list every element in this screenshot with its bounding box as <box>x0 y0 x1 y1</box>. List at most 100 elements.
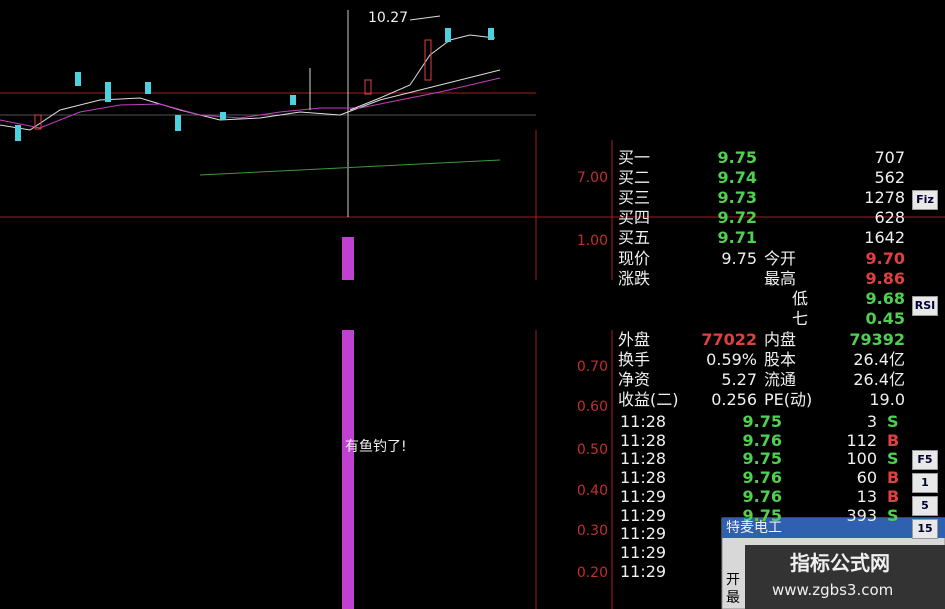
stat-label: 今开 <box>764 249 797 268</box>
stat-value: 9.86 <box>865 269 905 288</box>
bid-label: 买三 <box>618 188 651 207</box>
axis-label: 1.00 <box>576 233 608 249</box>
stat-value: 9.68 <box>865 289 905 308</box>
toolbar-button[interactable]: 1 <box>912 473 938 493</box>
stat-label: 股本 <box>764 350 797 369</box>
stat-value: 19.0 <box>869 390 905 409</box>
trade-volume: 112 <box>846 430 877 450</box>
axis-label: 0.40 <box>576 483 608 499</box>
trade-volume: 3 <box>866 412 877 431</box>
stat-value: 77022 <box>701 330 757 349</box>
trade-time: 11:28 <box>620 430 667 450</box>
toolbar-button[interactable]: F5 <box>912 450 938 470</box>
trade-volume: 393 <box>846 505 877 525</box>
stat-value: 0.45 <box>865 309 905 328</box>
ma-line <box>0 77 501 129</box>
trade-side: S <box>887 412 899 431</box>
bid-price: 9.75 <box>717 148 757 167</box>
trade-time: 11:28 <box>620 449 667 469</box>
trade-side: B <box>887 430 900 450</box>
trade-time: 11:28 <box>620 468 667 488</box>
stat-value: 0.59% <box>706 350 757 369</box>
stat-value: 79392 <box>849 330 905 349</box>
trade-time: 11:29 <box>620 561 667 581</box>
watermark-bg <box>745 545 945 609</box>
axis-label: 0.70 <box>576 359 608 375</box>
stat-value: 26.4亿 <box>853 370 905 389</box>
axis-label: 0.50 <box>576 442 608 458</box>
stat-value: 5.27 <box>721 370 757 389</box>
axis-label: 0.30 <box>576 523 608 539</box>
stat-value: 0.256 <box>711 390 757 409</box>
watermark-url: www.zgbs3.com <box>772 581 894 599</box>
ma-line <box>349 34 496 111</box>
stat-label: 收益(二) <box>618 390 679 409</box>
bid-volume: 1278 <box>864 188 905 207</box>
trade-volume: 60 <box>856 468 877 488</box>
stat-label: 流通 <box>764 370 797 389</box>
bid-price: 9.73 <box>717 188 757 207</box>
stat-label: 内盘 <box>764 330 797 349</box>
bid-volume: 628 <box>874 208 905 227</box>
stat-value: 9.75 <box>721 249 757 268</box>
bid-volume: 707 <box>874 148 905 167</box>
toolbar-button[interactable]: RSI <box>912 296 938 316</box>
popup-line: 最 <box>726 590 740 606</box>
trade-volume: 100 <box>846 449 877 469</box>
trade-price: 9.76 <box>742 468 782 488</box>
stat-value: 9.70 <box>865 249 905 268</box>
watermark-title: 指标公式网 <box>790 551 890 575</box>
stat-label: 最高 <box>764 269 797 288</box>
trade-price: 9.75 <box>742 412 782 431</box>
stat-label: 涨跌 <box>618 269 651 288</box>
stat-label: 低 <box>792 289 809 308</box>
bid-label: 买二 <box>618 168 651 187</box>
bid-price: 9.72 <box>717 208 757 227</box>
popup-title: 特麦电工 <box>726 520 782 536</box>
stat-value: 26.4亿 <box>853 350 905 369</box>
bid-price: 9.71 <box>717 228 757 247</box>
stat-label: 换手 <box>618 350 651 369</box>
stat-label: 外盘 <box>618 330 651 349</box>
annotation-arrow <box>409 15 441 21</box>
bid-volume: 1642 <box>864 228 905 247</box>
trade-price: 9.76 <box>742 430 782 450</box>
axis-label: 0.60 <box>576 399 608 415</box>
price-annotation: 10.27 <box>368 10 409 26</box>
trade-price: 9.76 <box>742 486 782 506</box>
bid-volume: 562 <box>874 168 905 187</box>
toolbar-button[interactable]: Fiz <box>912 190 938 210</box>
popup-line: 开 <box>726 572 740 588</box>
trade-price: 9.75 <box>742 449 782 469</box>
trade-volume: 13 <box>856 486 877 506</box>
trade-time: 11:28 <box>620 412 667 431</box>
trade-side: S <box>887 449 899 469</box>
ma-line <box>0 69 501 131</box>
axis-label: 0.20 <box>576 565 608 581</box>
stat-label: 净资 <box>618 370 651 389</box>
trade-time: 11:29 <box>620 542 667 562</box>
popup-titlebar <box>722 518 945 538</box>
toolbar-button[interactable]: 15 <box>912 519 938 539</box>
trade-side: B <box>887 468 900 488</box>
candles <box>15 28 494 141</box>
trade-time: 11:29 <box>620 505 667 525</box>
stat-label: 现价 <box>618 249 651 268</box>
bid-label: 买五 <box>618 228 651 247</box>
trade-side: S <box>887 505 899 525</box>
toolbar-button[interactable]: 5 <box>912 496 938 516</box>
axis-label: 7.00 <box>576 170 608 186</box>
trade-time: 11:29 <box>620 524 667 544</box>
bid-label: 买一 <box>618 148 651 167</box>
trade-side: B <box>887 486 900 506</box>
stat-label: 七 <box>792 309 809 328</box>
bid-label: 买四 <box>618 208 651 227</box>
trade-time: 11:29 <box>620 486 667 506</box>
mask-band <box>0 280 945 330</box>
trade-price: 9.75 <box>742 505 782 525</box>
stat-label: PE(动) <box>764 390 813 409</box>
bid-price: 9.74 <box>717 168 757 187</box>
signal-text: 有鱼钓了! <box>345 439 407 455</box>
